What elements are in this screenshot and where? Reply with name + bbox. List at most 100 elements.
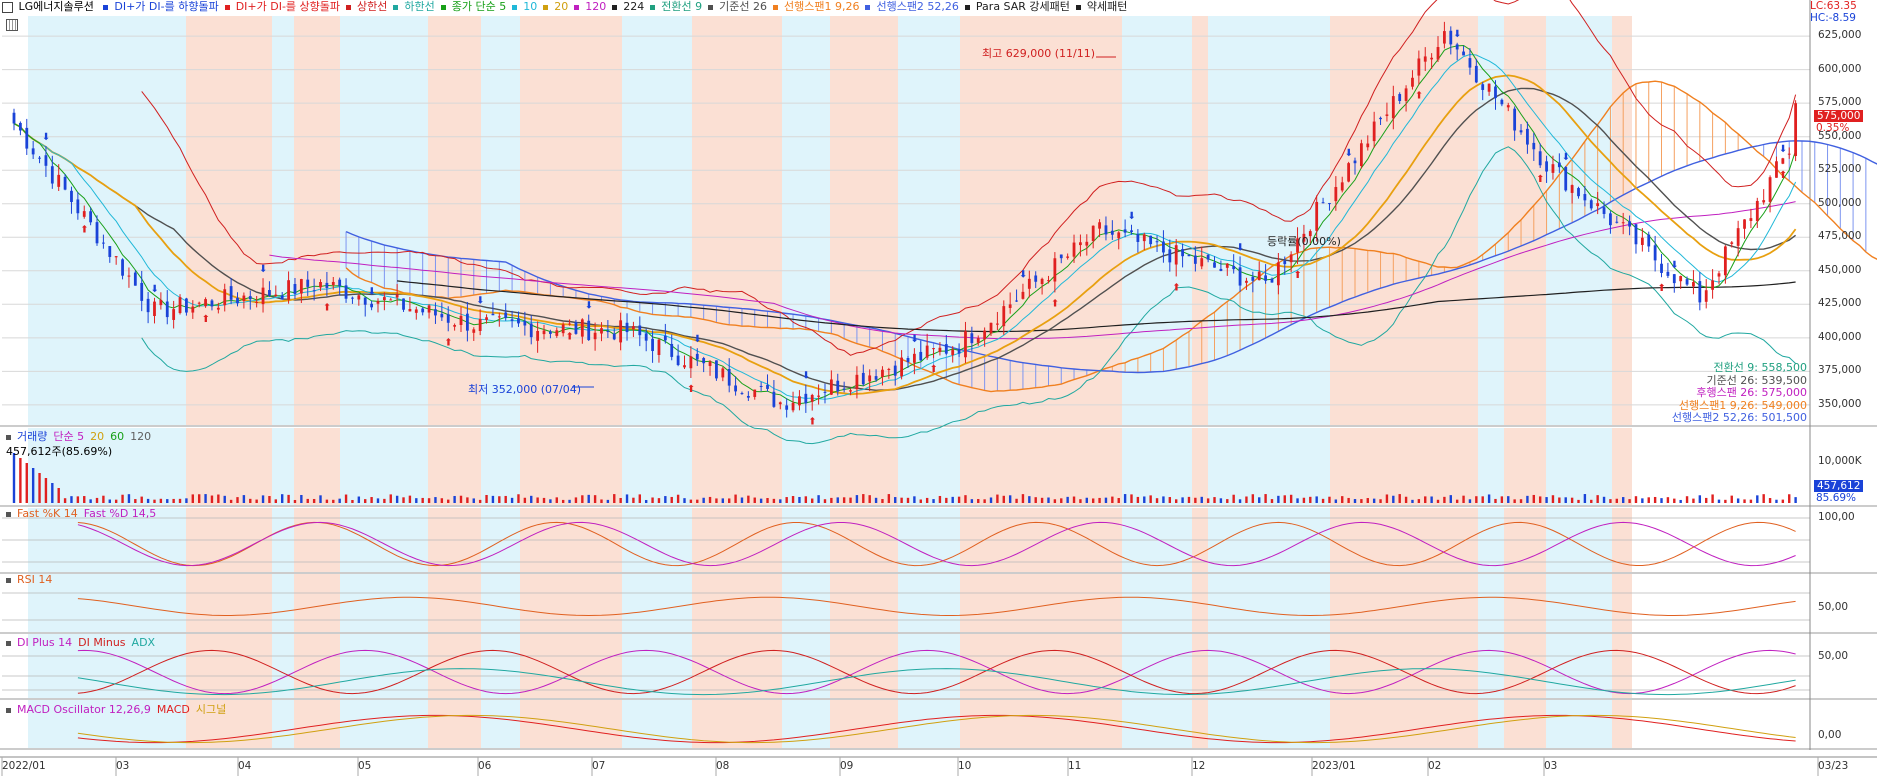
volume-bar [1098, 497, 1101, 503]
panel-legend-label[interactable]: ADX [131, 636, 156, 649]
panel-legend-label[interactable]: MACD [156, 703, 190, 716]
trend-zone [1208, 16, 1330, 425]
volume-bar [1794, 497, 1797, 503]
price-tick-label: 550,000 [1818, 129, 1862, 142]
volume-bar [1628, 499, 1631, 503]
volume-bar [574, 497, 578, 503]
candle-body [561, 324, 565, 334]
candle-body [1072, 242, 1076, 257]
candle-body [274, 294, 278, 297]
bear-signal-arrow: ⬇ [1670, 260, 1678, 271]
date-tick-label: 11 [1068, 760, 1082, 772]
volume-bar [619, 498, 622, 503]
volume-bar [791, 496, 795, 503]
volume-bar [146, 498, 150, 503]
candle-body [491, 313, 495, 316]
candle-body [740, 393, 744, 395]
volume-bar [1379, 499, 1382, 503]
volume-bar [862, 494, 865, 503]
candle-body [1455, 44, 1459, 50]
trend-zone [1546, 428, 1612, 505]
date-tick-label: 2022/01 [2, 760, 46, 772]
legend-item[interactable]: 기준선 26 [708, 0, 767, 13]
price-tick-label: 450,000 [1818, 263, 1862, 276]
legend-item[interactable]: 선행스팬2 52,26 [865, 0, 959, 13]
candle-body [485, 317, 488, 320]
panel-legend-label[interactable]: Fast %D 14,5 [83, 507, 157, 520]
volume-bar [172, 498, 175, 503]
date-tick-label: 02 [1428, 760, 1442, 772]
panel-legend-label[interactable]: 거래량 [17, 430, 48, 443]
volume-bar [715, 498, 718, 503]
legend-item[interactable]: 224 [612, 0, 644, 13]
legend-item[interactable]: 하한선 [393, 0, 435, 13]
settings-icon[interactable] [2, 1, 13, 13]
legend-item[interactable]: 20 [543, 0, 568, 13]
legend-item[interactable]: 약세패턴 [1075, 0, 1127, 13]
legend-item[interactable]: DI+가 DI-를 상향돌파 [224, 0, 340, 13]
legend-item[interactable]: 10 [512, 0, 537, 13]
candle-body [944, 344, 948, 354]
legend-item[interactable]: 종가 단순 5 [440, 0, 506, 13]
candle-body [504, 312, 508, 319]
legend-item[interactable]: 전환선 9 [650, 0, 702, 13]
volume-bar [1309, 496, 1312, 503]
trend-zone [1330, 428, 1478, 505]
volume-bar [44, 478, 48, 503]
volume-bar [498, 496, 501, 503]
symbol-title[interactable]: LG에너지솔루션 [18, 0, 94, 13]
legend-marker-icon [6, 511, 11, 517]
candle-body [657, 339, 661, 356]
volume-bar [670, 496, 673, 503]
legend-item[interactable]: 선행스팬1 9,26 [772, 0, 859, 13]
trend-zone [186, 574, 272, 632]
volume-bar [842, 497, 846, 503]
legend-item[interactable]: Para SAR 강세패턴 [964, 0, 1070, 13]
volume-bar [989, 497, 993, 503]
legend-label: 선행스팬2 52,26 [876, 0, 959, 13]
di-minus-line [77, 649, 1796, 695]
trend-zone [1208, 428, 1330, 505]
volume-bar [1264, 494, 1267, 503]
grid-toggle-icon[interactable] [6, 19, 18, 31]
candle-body [632, 326, 635, 330]
date-tick-label: 05 [358, 760, 372, 772]
panel-legend-label[interactable]: DI Plus 14 [17, 636, 73, 649]
candle-body [1334, 187, 1338, 202]
panel-legend-label[interactable]: 시그널 [195, 703, 227, 716]
legend-item[interactable]: 상한선 [346, 0, 387, 13]
bear-signal-arrow: ⬇ [585, 301, 593, 312]
legend-item[interactable]: DI+가 DI-를 하향돌파 [103, 0, 219, 13]
volume-bar [664, 496, 667, 503]
legend-item[interactable]: 120 [574, 0, 606, 13]
panel-legend-label[interactable]: 120 [130, 430, 152, 443]
panel-legend-label[interactable]: DI Minus [78, 636, 126, 649]
panel-legend-label[interactable]: Fast %K 14 [17, 507, 78, 520]
volume-bar [1622, 497, 1625, 503]
volume-bar [1206, 498, 1210, 503]
volume-bar [1034, 497, 1037, 503]
panel-legend-label[interactable]: 20 [90, 430, 105, 443]
volume-bar [408, 495, 412, 503]
candle-body [108, 246, 112, 257]
ma-10-line [13, 53, 1797, 400]
volume-bar [1487, 494, 1491, 503]
trend-zone [428, 16, 481, 425]
volume-bar [1072, 496, 1076, 503]
candle-body [1615, 221, 1619, 223]
bear-signal-arrow: ⬇ [42, 132, 50, 143]
panel-legend-label[interactable]: 단순 5 [53, 430, 85, 443]
bull-signal-arrow: ⬆ [1172, 282, 1180, 293]
bull-signal-arrow: ⬆ [930, 364, 938, 375]
macd-signal-line [77, 714, 1796, 744]
stoch-d-line [77, 521, 1796, 567]
candle-body [216, 307, 220, 310]
panel-legend-label[interactable]: 60 [110, 430, 125, 443]
panel-legend-label[interactable]: RSI 14 [17, 573, 53, 586]
volume-bar [1641, 498, 1644, 503]
panel-legend-label[interactable]: MACD Oscillator 12,26,9 [17, 703, 151, 716]
volume-bar [510, 497, 514, 503]
candle-body [1257, 271, 1261, 281]
volume-bar [836, 497, 839, 503]
